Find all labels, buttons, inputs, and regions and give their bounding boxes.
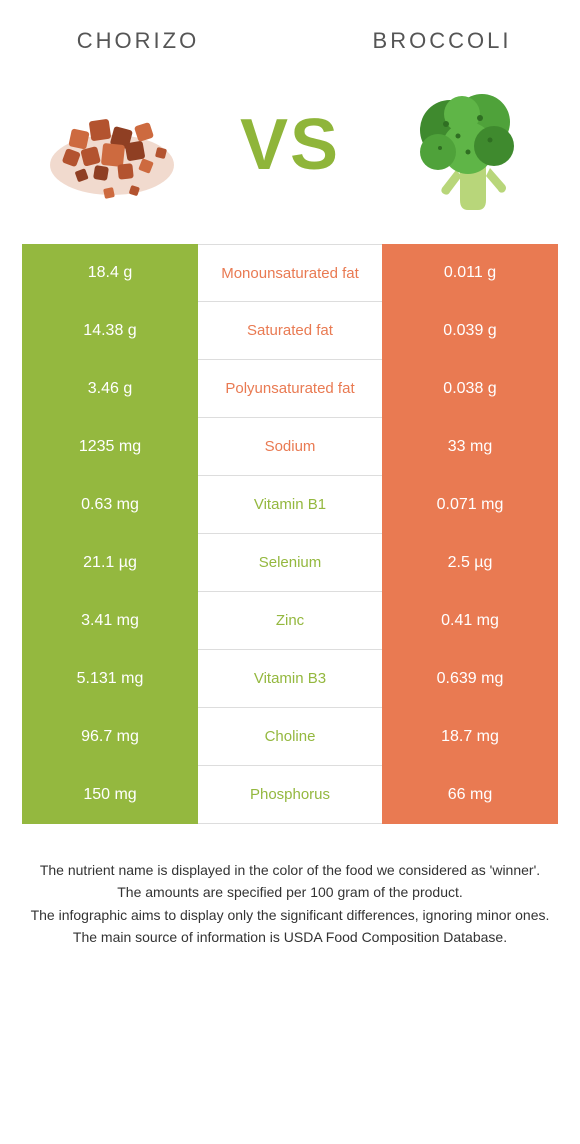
nutrient-label-cell: Selenium xyxy=(198,534,382,592)
right-value-cell: 0.41 mg xyxy=(382,592,558,650)
left-value-cell: 14.38 g xyxy=(22,302,198,360)
left-value-cell: 1235 mg xyxy=(22,418,198,476)
left-value-cell: 150 mg xyxy=(22,766,198,824)
nutrient-label-cell: Zinc xyxy=(198,592,382,650)
nutrient-label-cell: Vitamin B3 xyxy=(198,650,382,708)
left-value-cell: 18.4 g xyxy=(22,244,198,302)
right-value-cell: 0.011 g xyxy=(382,244,558,302)
broccoli-image xyxy=(390,70,540,220)
left-value-cell: 0.63 mg xyxy=(22,476,198,534)
left-food-title: Chorizo xyxy=(48,28,228,54)
footer-line: The main source of information is USDA F… xyxy=(24,927,556,947)
table-row: 14.38 gSaturated fat0.039 g xyxy=(22,302,558,360)
left-value-cell: 5.131 mg xyxy=(22,650,198,708)
table-row: 21.1 µgSelenium2.5 µg xyxy=(22,534,558,592)
table-row: 0.63 mgVitamin B10.071 mg xyxy=(22,476,558,534)
right-value-cell: 18.7 mg xyxy=(382,708,558,766)
left-value-cell: 21.1 µg xyxy=(22,534,198,592)
right-value-cell: 66 mg xyxy=(382,766,558,824)
nutrient-label-cell: Choline xyxy=(198,708,382,766)
footer-line: The nutrient name is displayed in the co… xyxy=(24,860,556,880)
table-row: 1235 mgSodium33 mg xyxy=(22,418,558,476)
left-value-cell: 3.46 g xyxy=(22,360,198,418)
footer-line: The infographic aims to display only the… xyxy=(24,905,556,925)
table-row: 150 mgPhosphorus66 mg xyxy=(22,766,558,824)
nutrient-label-cell: Monounsaturated fat xyxy=(198,244,382,302)
table-row: 5.131 mgVitamin B30.639 mg xyxy=(22,650,558,708)
footer-notes: The nutrient name is displayed in the co… xyxy=(0,824,580,947)
left-value-cell: 96.7 mg xyxy=(22,708,198,766)
right-value-cell: 0.639 mg xyxy=(382,650,558,708)
table-row: 3.41 mgZinc0.41 mg xyxy=(22,592,558,650)
nutrient-label-cell: Saturated fat xyxy=(198,302,382,360)
right-value-cell: 0.071 mg xyxy=(382,476,558,534)
nutrient-table: 18.4 gMonounsaturated fat0.011 g14.38 gS… xyxy=(22,244,558,824)
vs-label: VS xyxy=(240,104,340,186)
right-value-cell: 0.039 g xyxy=(382,302,558,360)
chorizo-image xyxy=(40,70,190,220)
table-row: 3.46 gPolyunsaturated fat0.038 g xyxy=(22,360,558,418)
right-value-cell: 33 mg xyxy=(382,418,558,476)
right-value-cell: 0.038 g xyxy=(382,360,558,418)
nutrient-label-cell: Sodium xyxy=(198,418,382,476)
right-value-cell: 2.5 µg xyxy=(382,534,558,592)
table-row: 96.7 mgCholine18.7 mg xyxy=(22,708,558,766)
left-value-cell: 3.41 mg xyxy=(22,592,198,650)
nutrient-label-cell: Polyunsaturated fat xyxy=(198,360,382,418)
nutrient-label-cell: Vitamin B1 xyxy=(198,476,382,534)
table-row: 18.4 gMonounsaturated fat0.011 g xyxy=(22,244,558,302)
footer-line: The amounts are specified per 100 gram o… xyxy=(24,882,556,902)
right-food-title: Broccoli xyxy=(352,28,532,54)
nutrient-label-cell: Phosphorus xyxy=(198,766,382,824)
